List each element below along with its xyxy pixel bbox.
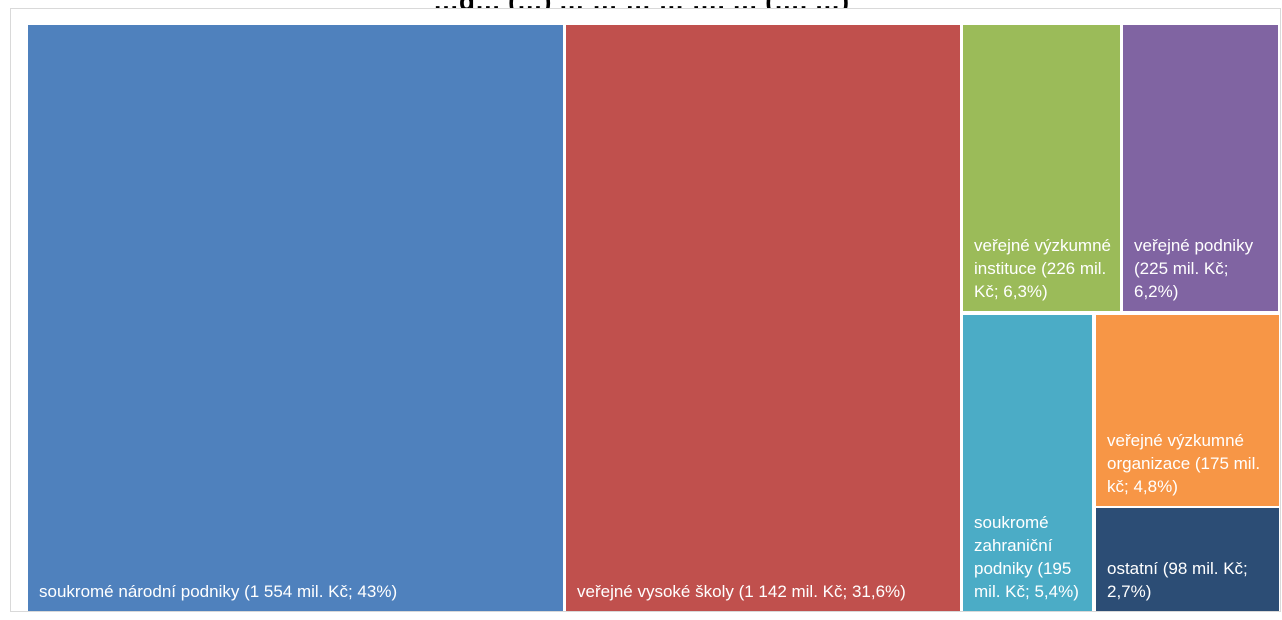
treemap-chart: soukromé národní podniky (1 554 mil. Kč;…	[10, 8, 1281, 612]
tile-label: ostatní (98 mil. Kč; 2,7%)	[1107, 559, 1248, 601]
tile-label: veřejné výzkumné organizace (175 mil. kč…	[1107, 431, 1261, 496]
tile-verejne-podniky: veřejné podniky (225 mil. Kč; 6,2%)	[1123, 25, 1278, 311]
tile-soukrome-narodni-podniky: soukromé národní podniky (1 554 mil. Kč;…	[28, 25, 563, 611]
tile-ostatni: ostatní (98 mil. Kč; 2,7%)	[1096, 508, 1279, 611]
tile-label: veřejné vysoké školy (1 142 mil. Kč; 31,…	[577, 582, 906, 601]
tile-verejne-vyzkumne-instituce: veřejné výzkumné instituce (226 mil. Kč;…	[963, 25, 1120, 311]
tile-label: soukromé národní podniky (1 554 mil. Kč;…	[39, 582, 398, 601]
tile-label: veřejné podniky (225 mil. Kč; 6,2%)	[1134, 236, 1254, 301]
tile-verejne-vysoke-skoly: veřejné vysoké školy (1 142 mil. Kč; 31,…	[566, 25, 960, 611]
tile-label: veřejné výzkumné instituce (226 mil. Kč;…	[974, 236, 1112, 301]
tile-verejne-vyzkumne-organizace: veřejné výzkumné organizace (175 mil. kč…	[1096, 315, 1279, 506]
tile-label: soukromé zahraniční podniky (195 mil. Kč…	[974, 513, 1079, 601]
tile-soukrome-zahranicni-podniky: soukromé zahraniční podniky (195 mil. Kč…	[963, 315, 1092, 611]
